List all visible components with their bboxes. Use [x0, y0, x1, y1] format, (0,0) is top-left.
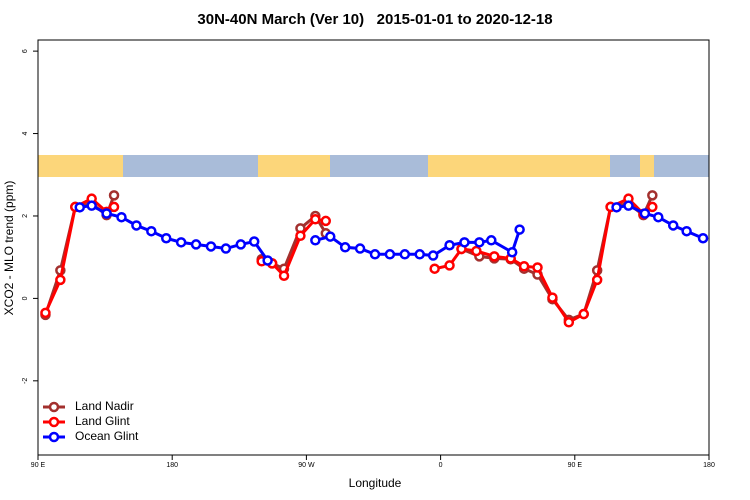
point [639, 208, 651, 219]
point [647, 201, 658, 213]
x-tick-label: 180 [166, 462, 178, 469]
point [681, 225, 692, 237]
point [278, 270, 290, 281]
point [471, 245, 482, 257]
point [518, 261, 530, 272]
y-tick-label: 4 [22, 132, 29, 136]
point [444, 239, 455, 251]
legend-marker [48, 431, 60, 443]
point [697, 232, 709, 244]
legend-label: Ocean Glint [75, 429, 139, 443]
point [146, 225, 157, 237]
point [444, 260, 455, 271]
point [175, 237, 187, 248]
point [647, 190, 658, 201]
point [74, 202, 86, 213]
land-strip [258, 155, 330, 177]
point [101, 208, 112, 219]
series-line [44, 196, 654, 325]
point [310, 214, 321, 225]
point [40, 307, 51, 319]
point [320, 215, 332, 227]
y-tick-label: -2 [22, 378, 29, 384]
point [427, 250, 439, 261]
point [532, 262, 543, 273]
point [623, 200, 634, 211]
land-strip [428, 155, 610, 177]
land-strip [640, 155, 654, 177]
point [653, 211, 664, 223]
chart-title: 30N-40N March (Ver 10) 2015-01-01 to 202… [197, 11, 552, 28]
point [369, 249, 381, 260]
point [325, 231, 336, 242]
series-line [44, 194, 654, 322]
point [563, 317, 575, 328]
point [86, 200, 97, 211]
map-band [38, 155, 709, 177]
legend-marker [48, 401, 60, 413]
point [486, 235, 497, 246]
y-tick-label: 6 [22, 49, 29, 53]
point [547, 292, 558, 303]
point [474, 237, 485, 248]
point [116, 211, 127, 223]
y-tick-label: 0 [22, 296, 29, 300]
series [40, 193, 658, 328]
series [74, 200, 709, 266]
point [262, 255, 273, 266]
point [459, 237, 470, 248]
point [429, 263, 440, 274]
point [489, 251, 500, 262]
point [295, 230, 306, 242]
point [55, 274, 66, 286]
point [514, 224, 525, 235]
legend-label: Land Glint [75, 414, 130, 428]
point [414, 249, 425, 260]
legend-label: Land Nadir [75, 399, 134, 413]
point [108, 201, 120, 213]
point [310, 235, 321, 246]
point [205, 241, 217, 252]
point [235, 239, 247, 250]
plot-frame [37, 39, 710, 456]
x-tick-label: 90 E [568, 462, 583, 469]
series [40, 190, 658, 326]
legend-marker [48, 416, 60, 428]
point [611, 202, 622, 213]
point [354, 243, 366, 254]
point [220, 243, 232, 254]
x-tick-label: 0 [439, 462, 443, 469]
y-axis-label: XCO2 - MLO trend (ppm) [2, 181, 16, 316]
point [131, 220, 142, 231]
y-tick-label: 2 [22, 214, 29, 218]
land-strip [38, 155, 123, 177]
x-axis-label: Longitude [349, 476, 402, 490]
point [506, 246, 518, 258]
point [248, 236, 260, 247]
point [160, 232, 172, 244]
x-tick-label: 90 W [298, 462, 315, 469]
x-tick-label: 180 [703, 462, 715, 469]
point [190, 239, 202, 250]
point [399, 249, 411, 260]
point [578, 308, 589, 320]
point [384, 249, 396, 260]
point [667, 220, 679, 231]
point [339, 242, 351, 253]
point [108, 190, 120, 201]
point [591, 274, 603, 286]
x-tick-label: 90 E [31, 462, 46, 469]
